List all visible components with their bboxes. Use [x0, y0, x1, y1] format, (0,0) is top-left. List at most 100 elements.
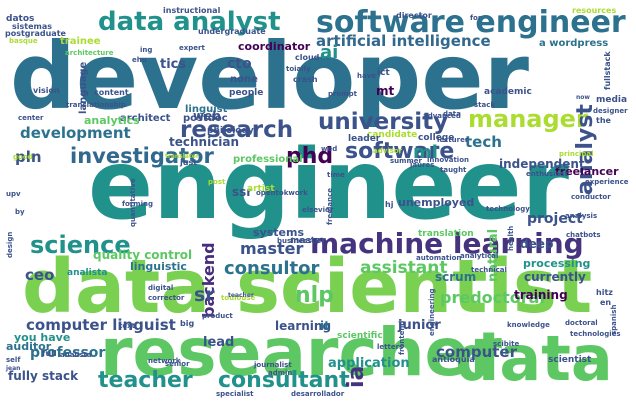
word-161: ing	[140, 46, 152, 54]
word-130: antioquia	[432, 355, 475, 364]
word-84: datos	[6, 14, 34, 24]
word-87: resources	[572, 6, 616, 15]
word-150: forming	[122, 200, 153, 208]
word-172: hj	[385, 200, 394, 209]
word-6: data analyst	[98, 7, 281, 37]
word-44: fully stack	[8, 369, 79, 383]
word-35: cto	[227, 56, 252, 72]
word-27: predoctoral	[440, 288, 545, 307]
word-89: postgraduate	[5, 29, 67, 38]
word-67: language	[78, 62, 89, 114]
word-124: engineering	[428, 289, 436, 336]
word-54: freelancer	[555, 165, 619, 178]
word-170: by	[15, 208, 25, 216]
word-105: center	[18, 114, 44, 122]
word-96: crash	[293, 75, 318, 84]
word-165: hitz	[596, 288, 613, 297]
word-115: principal	[559, 150, 594, 158]
word-149: artist	[247, 184, 275, 194]
word-122: technical	[471, 266, 507, 274]
word-127: doctoral	[565, 319, 598, 327]
word-85: instructional	[163, 6, 221, 15]
word-18: assistant	[360, 258, 447, 278]
word-95: toially	[286, 65, 311, 73]
word-0: developer	[10, 23, 530, 130]
word-26: backend	[199, 242, 218, 318]
word-17: consultor	[224, 258, 320, 279]
word-82: a wordpress	[539, 38, 608, 49]
word-2: data scientist	[22, 244, 592, 330]
word-137: network	[148, 357, 181, 365]
word-73: natural	[486, 229, 501, 282]
word-38: pln	[15, 148, 42, 166]
word-41: junior	[397, 318, 441, 333]
word-7: machine learning	[310, 227, 584, 260]
word-138: self	[6, 356, 21, 364]
word-78: web	[193, 109, 221, 123]
word-16: consultant	[218, 368, 350, 393]
word-113: taught	[440, 166, 467, 174]
word-52: processing	[523, 257, 590, 270]
word-46: you have	[14, 331, 70, 344]
word-99: vision	[33, 86, 60, 95]
word-147: business	[277, 237, 312, 245]
word-68: quality control	[93, 248, 192, 262]
word-128: frontend	[398, 321, 406, 355]
word-121: analytical	[460, 252, 498, 260]
word-11: phd	[286, 144, 333, 169]
word-47: learning	[275, 319, 331, 333]
word-152: expert	[179, 44, 205, 52]
word-31: ml	[413, 142, 438, 163]
word-136: senior	[165, 360, 190, 368]
word-120: automation	[416, 254, 461, 262]
word-157: wed	[321, 145, 337, 153]
word-173: analysis	[565, 212, 597, 220]
word-153: elsevier	[302, 206, 334, 214]
word-140: analista	[60, 351, 92, 359]
word-163: freelance	[326, 188, 334, 225]
word-36: tics	[160, 57, 186, 72]
word-166: en	[600, 298, 611, 307]
word-12: software	[345, 139, 454, 164]
word-83: master	[290, 236, 326, 246]
word-60: leader	[348, 134, 381, 144]
word-167: spanish	[610, 305, 618, 335]
word-20: nlp	[295, 283, 334, 308]
word-132: admin	[268, 369, 292, 377]
word-119: chatbots	[566, 231, 601, 239]
word-70: linguistic	[130, 260, 187, 273]
word-81: undergraduate	[198, 27, 266, 36]
word-101: prompt	[328, 90, 358, 98]
word-154: good	[13, 153, 33, 161]
word-4: data	[455, 322, 613, 395]
word-9: manager	[468, 105, 588, 133]
word-125: scibite	[493, 340, 519, 348]
word-98: media	[596, 95, 627, 105]
word-39: scrum	[435, 270, 476, 284]
word-129: letters	[377, 343, 403, 351]
word-24: artificial intelligence	[316, 32, 491, 50]
word-29: ceo	[25, 266, 54, 284]
word-112: innovation	[427, 156, 469, 164]
word-40: project	[527, 211, 583, 227]
word-117: conductor	[571, 193, 611, 201]
word-66: content	[94, 88, 129, 97]
word-92: fullstack	[603, 51, 612, 90]
word-55: independent	[499, 157, 585, 171]
word-14: science	[30, 231, 131, 259]
word-59: college	[418, 133, 454, 143]
word-146: toulouse	[221, 294, 255, 302]
word-164: health	[507, 226, 515, 251]
word-57: technician	[169, 135, 239, 149]
word-143: product	[202, 312, 233, 320]
word-65: analytics	[84, 114, 140, 127]
word-139: full	[42, 349, 57, 358]
word-1: engineer	[88, 129, 570, 241]
word-88: sistemas	[12, 22, 52, 31]
word-103: now	[576, 94, 590, 101]
word-74: translation	[418, 229, 474, 239]
word-22: professor	[30, 345, 105, 361]
word-30: ia	[344, 366, 369, 388]
